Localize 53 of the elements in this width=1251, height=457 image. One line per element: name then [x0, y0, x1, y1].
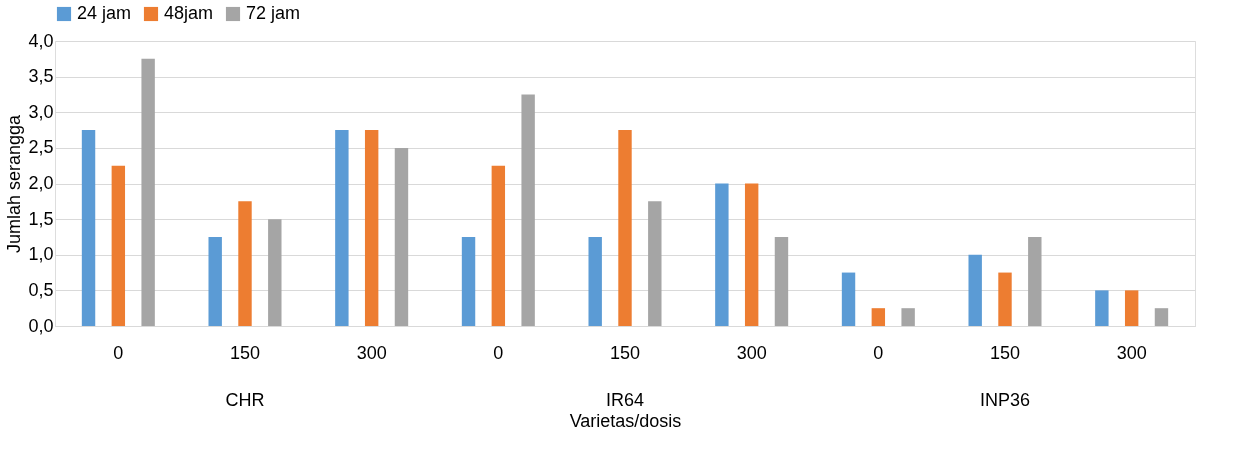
bar	[998, 272, 1012, 326]
bar	[618, 130, 632, 326]
x-tick-label: 0	[113, 342, 124, 363]
bar	[774, 236, 789, 326]
y-tick-label: 0,0	[28, 315, 54, 336]
bar	[394, 147, 409, 326]
bar	[335, 130, 349, 326]
y-tick-label: 4,0	[28, 30, 54, 51]
legend-label: 48jam	[164, 3, 214, 23]
x-tick-label: 300	[1116, 342, 1147, 363]
legend-label: 24 jam	[77, 3, 132, 23]
text: IR64	[605, 390, 645, 410]
x-tick-label: 300	[736, 342, 767, 363]
bar	[968, 254, 982, 326]
y-tick-label: 1,0	[28, 244, 54, 265]
bar	[871, 308, 886, 326]
bar	[238, 201, 252, 326]
bar	[141, 58, 155, 326]
bar	[521, 94, 535, 326]
x-tick-label: 150	[609, 342, 641, 363]
bar	[111, 165, 126, 326]
bar	[648, 201, 662, 326]
bar	[841, 272, 856, 326]
bar	[1154, 308, 1169, 326]
y-tick-label: 3,5	[28, 66, 54, 87]
x-tick-label: 150	[989, 342, 1021, 363]
x-tick-label: 0	[873, 342, 884, 363]
text: INP36	[979, 390, 1031, 410]
bar	[1124, 290, 1139, 326]
x-tick-label: 0	[493, 342, 504, 363]
legend-label: 72 jam	[246, 3, 301, 23]
y-axis-title: Jumlah serangga	[4, 113, 25, 254]
y-tick-label: 1,5	[28, 208, 54, 229]
bar	[715, 183, 729, 326]
y-tick-label: 2,5	[28, 137, 54, 158]
bar	[268, 219, 282, 326]
bar	[364, 130, 379, 326]
y-tick-label: 0,5	[28, 279, 54, 300]
text: CHR	[225, 390, 265, 410]
bar	[461, 236, 476, 326]
bar	[588, 236, 602, 326]
x-tick-label: 300	[356, 342, 387, 363]
bar	[81, 130, 96, 326]
bar	[208, 236, 222, 326]
x-axis-title: Varietas/dosis	[569, 410, 682, 431]
bar	[1028, 236, 1042, 326]
y-tick-label: 2,0	[28, 173, 54, 193]
bar	[744, 183, 759, 326]
bar	[1095, 290, 1109, 326]
x-tick-label: 150	[229, 342, 261, 363]
bar	[901, 308, 915, 326]
bar	[491, 165, 506, 326]
y-tick-label: 3,0	[28, 101, 54, 122]
